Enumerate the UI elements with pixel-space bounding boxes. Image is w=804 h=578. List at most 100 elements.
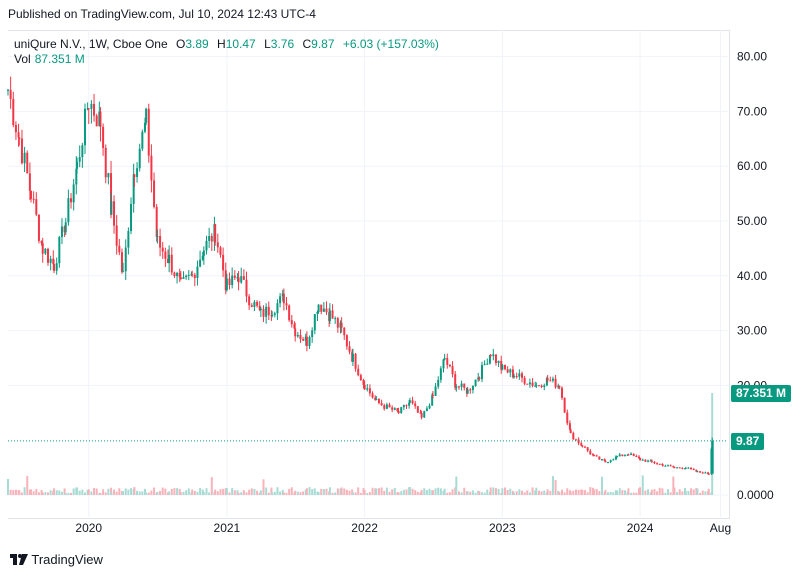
volume-bar — [281, 489, 284, 495]
volume-bar — [44, 492, 47, 495]
candle-body — [118, 245, 121, 253]
volume-bar — [308, 487, 311, 495]
candle-body — [437, 379, 440, 387]
volume-bar — [179, 492, 182, 495]
last-volume-tag: 87.351 M — [731, 385, 792, 402]
volume-bar — [511, 490, 514, 495]
candle-body — [604, 460, 607, 463]
candle-body — [104, 147, 107, 178]
candle-body — [325, 308, 328, 313]
candle-body — [500, 360, 503, 370]
volume-bar — [383, 490, 386, 495]
volume-bar — [18, 490, 21, 495]
volume-bar — [486, 489, 489, 495]
volume-bar — [228, 492, 231, 495]
volume-bar — [49, 490, 52, 495]
candle-body — [455, 386, 458, 388]
candle-body — [127, 231, 130, 248]
volume-bar — [419, 492, 422, 495]
volume-bar — [64, 492, 67, 495]
candle-body — [317, 304, 320, 312]
candle-body — [586, 447, 589, 451]
candle-body — [63, 226, 66, 233]
candle-body — [285, 303, 288, 306]
candle-body — [621, 454, 624, 457]
candle-body — [618, 454, 621, 457]
candle-body — [545, 378, 548, 386]
volume-bar — [70, 492, 73, 495]
candle-body — [130, 203, 133, 232]
chart-pane[interactable] — [8, 30, 730, 519]
candle-body — [145, 108, 148, 123]
candle-body — [446, 357, 449, 365]
candle-body — [248, 296, 251, 306]
volume-bar — [124, 488, 127, 495]
candle-body — [707, 472, 710, 474]
volume-bar — [667, 489, 670, 495]
volume-bar — [236, 490, 239, 495]
volume-bar — [388, 491, 391, 495]
candle-body — [302, 339, 305, 341]
volume-bar — [141, 491, 144, 495]
candle-body — [457, 386, 460, 388]
candle-body — [262, 308, 265, 317]
candle-body — [506, 369, 509, 373]
volume-bar — [673, 487, 676, 495]
volume-bar — [574, 489, 577, 495]
volume-bar — [701, 490, 704, 495]
candle-body — [107, 173, 110, 178]
volume-bar — [143, 488, 146, 495]
candle-body — [419, 412, 422, 414]
volume-bar — [170, 489, 173, 495]
volume-bar — [265, 487, 268, 495]
volume-bar — [546, 489, 549, 495]
price-tick-label: 80.00 — [737, 50, 767, 64]
candle-body — [58, 236, 61, 264]
candle-body — [75, 168, 78, 185]
volume-bar — [584, 490, 587, 495]
volume-bar — [164, 488, 167, 495]
candle-body — [416, 406, 419, 413]
candle-body — [83, 108, 86, 146]
volume-bar — [147, 492, 150, 495]
volume-bar — [253, 488, 256, 495]
candle-body — [313, 314, 316, 331]
tradingview-logo[interactable]: TradingView — [10, 552, 103, 567]
candle-body — [637, 456, 640, 459]
candle-body — [210, 236, 213, 242]
last-price-tag: 9.87 — [731, 433, 765, 450]
candle-body — [635, 455, 638, 457]
candle-body — [672, 466, 675, 468]
candle-body — [265, 306, 268, 317]
volume-bar — [598, 491, 601, 495]
volume-bar — [340, 487, 343, 495]
candle-body — [320, 304, 323, 312]
volume-bar — [233, 490, 236, 495]
candle-body — [334, 318, 337, 320]
volume-bar — [609, 491, 612, 495]
volume-bar — [425, 490, 428, 495]
volume-bar — [133, 487, 136, 495]
volume-bar — [661, 488, 664, 495]
volume-bar — [336, 488, 339, 495]
candle-body — [156, 236, 159, 238]
time-axis: 2020 2021 2022 2023 2024 Aug — [75, 521, 731, 535]
candle-body — [237, 277, 240, 283]
volume-bar — [577, 489, 580, 495]
symbol-title[interactable]: uniQure N.V., 1W, Cboe One — [14, 37, 168, 51]
volume-bar — [90, 491, 93, 495]
volume-bar — [208, 492, 211, 495]
volume-bar — [363, 490, 366, 495]
volume-bar — [518, 489, 521, 495]
volume-bar — [589, 487, 592, 495]
candle-body — [523, 377, 526, 384]
candle-body — [374, 397, 377, 400]
candle-body — [711, 440, 714, 474]
volume-bar — [443, 488, 446, 495]
volume-bar — [644, 490, 647, 495]
candle-body — [673, 467, 676, 469]
candle-body — [612, 459, 615, 461]
volume-bar — [540, 491, 543, 495]
volume-bar — [366, 492, 369, 495]
